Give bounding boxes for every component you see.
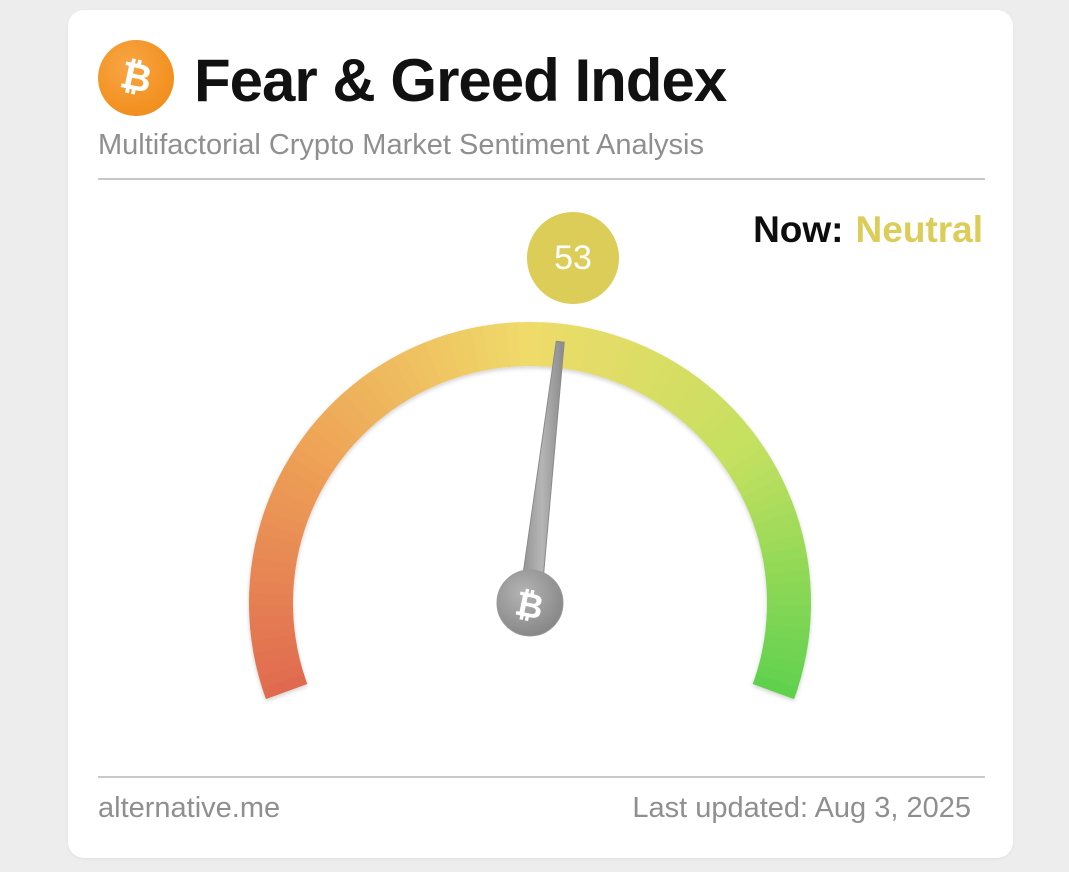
gauge-arc-segment [663, 370, 700, 414]
gauge-arc-segment [694, 400, 735, 441]
gauge-arc-segment [506, 322, 522, 367]
gauge-arc-segment [671, 377, 709, 421]
gauge-arc-segment [251, 555, 297, 575]
page-subtitle: Multifactorial Crypto Market Sentiment A… [98, 129, 704, 161]
gauge-arc-segment [303, 426, 346, 463]
gauge-arc-segment [447, 330, 472, 377]
gauge-arc-segment [760, 645, 807, 667]
gauge-arc-segment [590, 331, 615, 377]
gauge-arc-segment [726, 446, 771, 482]
gauge-arc-segment [402, 346, 434, 392]
gauge-arc-segment [458, 327, 482, 374]
gauge-arc-segment [362, 369, 398, 413]
gauge-arc-segment [755, 664, 802, 690]
gauge-arc-segment [264, 498, 311, 526]
gauge-arc-segment [424, 337, 453, 384]
gauge-arc-segment [764, 625, 810, 643]
gauge-arc-segment [435, 333, 462, 380]
gauge-arc-segment [334, 391, 374, 433]
gauge-hub: ₿ [496, 569, 564, 637]
gauge-arc-segment [518, 321, 532, 367]
gauge-arc-segment [766, 581, 811, 597]
gauge-arc-segment [721, 436, 765, 473]
gauge-arc-segment [732, 456, 777, 490]
gauge-arc-segment [257, 520, 304, 545]
gauge-arc-segment [560, 324, 580, 370]
gauge-arc-segment [289, 445, 334, 480]
gauge-arc-segment [371, 363, 407, 408]
gauge-arc-segment [296, 435, 340, 472]
gauge-arc-segment [646, 358, 680, 403]
gauge-arc-segment [382, 357, 416, 402]
classification-label: Neutral [855, 209, 983, 250]
header-divider [98, 178, 985, 180]
gauge-arc-segment [570, 326, 592, 372]
gauge-arc-segment [766, 604, 811, 619]
needle-pointer [518, 340, 565, 605]
gauge-arc-segment [310, 416, 353, 455]
gauge-arc-segment [766, 593, 812, 607]
gauge-arc-segment [352, 376, 390, 420]
gauge-arc-segment [750, 499, 797, 527]
gauge-arc-segment [253, 643, 299, 665]
gauge-arc-segment [618, 342, 648, 388]
gauge-arc-segment [252, 543, 299, 565]
gauge-arc-segment [470, 325, 492, 372]
gauge-arc-segment [742, 477, 788, 508]
gauge-arc-segment [580, 328, 603, 375]
gauge-arc-segment [283, 455, 329, 489]
gauge-arc-segment [701, 409, 743, 449]
gauge-arc-segment [762, 635, 809, 655]
gauge-arc-segment [687, 392, 727, 434]
gauge-arc-segment [759, 533, 806, 557]
gauge-arc-segment [530, 322, 544, 367]
gauge-arc-segment [637, 352, 670, 398]
gauge-arc-segment [765, 569, 811, 587]
gauge-arc-segment [278, 465, 324, 498]
gauge-arc-segment [708, 418, 751, 457]
gauge-arc-segment [679, 384, 718, 427]
gauge-arc-segment [746, 488, 793, 518]
gauge-arc-segment [392, 351, 425, 397]
gauge-arc-segment [753, 511, 800, 537]
gauge-arc-segment [609, 338, 637, 384]
bitcoin-icon: ₿ [116, 52, 155, 101]
gauge-arc-segment [413, 341, 443, 388]
current-status: Now: Neutral [753, 208, 983, 252]
gauge-arc-segment [326, 399, 367, 440]
gauge-arc-segment [343, 383, 382, 426]
gauge-arc-segment [261, 673, 308, 700]
index-value-badge: 53 [527, 212, 619, 304]
bitcoin-logo-icon: ₿ [98, 40, 174, 116]
gauge-arc-segment [258, 663, 305, 688]
gauge-arc-segment [737, 467, 783, 499]
gauge-arc-segment [254, 532, 301, 555]
gauge-arc-segment [757, 522, 803, 547]
gauge-arc-segment [260, 509, 307, 536]
gauge-arc [249, 321, 812, 700]
gauge-arc-segment [255, 653, 302, 677]
gauge-arc-segment [268, 487, 315, 516]
gauge-arc-segment [249, 591, 294, 606]
gauge-arc-segment [249, 613, 295, 630]
gauge-arc-segment [249, 603, 294, 618]
gauge-arc-segment [273, 476, 319, 507]
source-link[interactable]: alternative.me [98, 792, 281, 824]
fear-greed-card: ₿ Fear & Greed Index Multifactorial Cryp… [68, 10, 1013, 858]
gauge-arc-segment [758, 654, 805, 678]
gauge-needle [518, 340, 565, 605]
sentiment-gauge: ₿ [249, 321, 812, 700]
now-label: Now: [753, 209, 844, 250]
gauge-arc-segment [715, 427, 758, 465]
gauge-arc-segment [654, 364, 690, 408]
last-updated: Last updated: Aug 3, 2025 [632, 792, 971, 824]
gauge-arc-segment [318, 408, 360, 448]
gauge-arc-segment [599, 334, 626, 381]
gauge-arc-segment [752, 674, 798, 700]
gauge-arc-segment [628, 347, 659, 393]
page-title: Fear & Greed Index [194, 47, 727, 114]
footer-divider [98, 776, 985, 778]
